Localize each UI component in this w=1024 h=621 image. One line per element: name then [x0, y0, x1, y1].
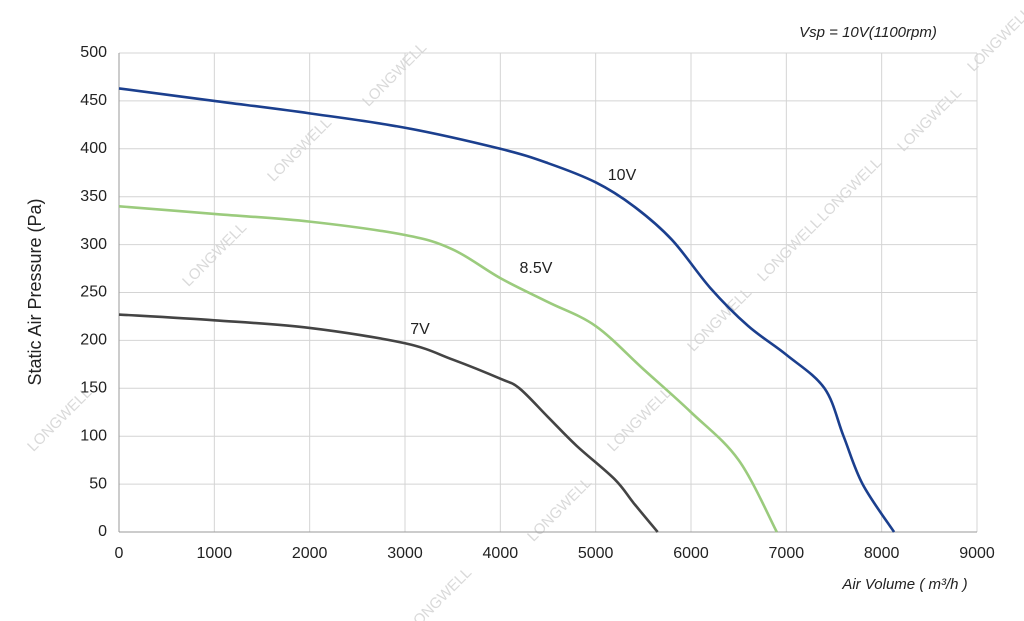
x-tick-label: 6000: [673, 545, 709, 562]
y-tick-label: 250: [80, 284, 107, 301]
x-tick-label: 2000: [292, 545, 328, 562]
y-tick-label: 350: [80, 188, 107, 205]
x-tick-label: 3000: [387, 545, 423, 562]
watermark: LONGWELL: [754, 214, 825, 285]
y-tick-label: 400: [80, 140, 107, 157]
x-tick-label: 5000: [578, 545, 614, 562]
y-axis-label: Static Air Pressure (Pa): [25, 198, 45, 385]
watermark: LONGWELL: [404, 564, 475, 621]
watermark: LONGWELL: [359, 39, 430, 110]
series-label: 7V: [410, 321, 430, 338]
x-tick-label: 7000: [769, 545, 805, 562]
series-label: 10V: [608, 167, 637, 184]
x-tick-label: 9000: [959, 545, 995, 562]
line-series: [118, 87, 896, 533]
watermark: LONGWELL: [604, 384, 675, 455]
line-series: [118, 204, 778, 533]
y-tick-label: 100: [80, 427, 107, 444]
watermark: LONGWELL: [964, 4, 1024, 75]
x-tick-label: 8000: [864, 545, 900, 562]
x-tick-label: 4000: [483, 545, 519, 562]
y-tick-label: 0: [98, 523, 107, 540]
x-axis-label: Air Volume ( m³/h ): [841, 576, 967, 593]
y-tick-label: 300: [80, 236, 107, 253]
watermark: LONGWELL: [894, 84, 965, 155]
watermark: LONGWELL: [684, 284, 755, 355]
watermark: LONGWELL: [524, 474, 595, 545]
y-tick-label: 450: [80, 92, 107, 109]
y-tick-label: 500: [80, 44, 107, 61]
watermark: LONGWELL: [264, 114, 335, 185]
chart-title: Vsp = 10V(1100rpm): [799, 24, 937, 41]
x-tick-label: 1000: [197, 545, 233, 562]
line-series: [118, 313, 659, 533]
watermark: LONGWELL: [814, 154, 885, 225]
y-tick-label: 150: [80, 380, 107, 397]
x-tick-label: 0: [115, 545, 124, 562]
series-label: 8.5V: [520, 260, 553, 277]
y-tick-label: 200: [80, 332, 107, 349]
y-tick-label: 50: [89, 475, 107, 492]
